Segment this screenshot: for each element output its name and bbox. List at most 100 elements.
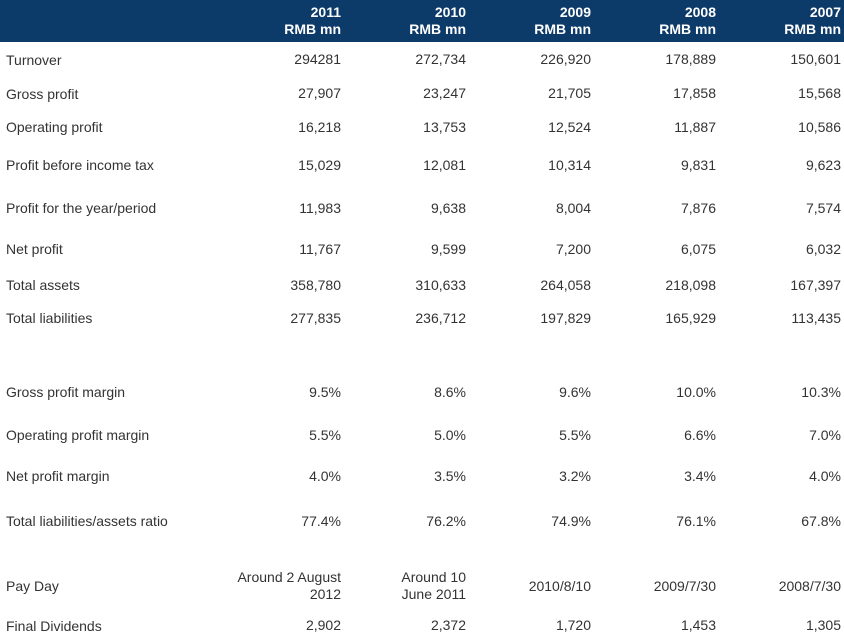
- row-label: Profit for the year/period: [6, 200, 157, 216]
- table-row: Total liabilities 277,835 236,712 197,829 16…: [0, 302, 844, 334]
- cell-value: 15,029: [298, 156, 341, 173]
- cell-value: 165,929: [665, 309, 716, 326]
- cell-value: 76.1%: [676, 512, 716, 529]
- header-label-spacer: [0, 0, 219, 42]
- table-row: Final Dividends 2,902 2,372 1,720 1,453 1,305: [0, 610, 844, 641]
- cell-value: 6.6%: [684, 426, 716, 443]
- row-label: Profit before income tax: [6, 157, 154, 173]
- cell-value: 21,705: [548, 85, 591, 101]
- cell-value: 197,829: [540, 309, 591, 326]
- cell-value: 4.0%: [309, 467, 341, 484]
- row-label: Total assets: [6, 277, 80, 293]
- cell-value: 27,907: [298, 85, 341, 101]
- cell-value: Around 2 August 2012: [237, 569, 341, 602]
- cell-value: 16,218: [298, 118, 341, 135]
- cell-value: 77.4%: [301, 512, 341, 529]
- table-row: Turnover 294281 272,734 226,920 178,889 150,6…: [0, 42, 844, 77]
- table-body: Turnover 294281 272,734 226,920 178,889 150,6…: [0, 42, 844, 641]
- cell-value: 236,712: [415, 309, 466, 326]
- row-label: Net profit: [6, 241, 63, 257]
- row-label: Total liabilities: [6, 310, 93, 326]
- year-label: 2009: [559, 4, 591, 20]
- cell-value: 5.5%: [309, 426, 341, 443]
- row-label: Gross profit margin: [6, 384, 126, 400]
- cell-value: 9,831: [680, 156, 716, 173]
- cell-value: 74.9%: [551, 512, 591, 529]
- cell-value: 5.0%: [434, 426, 466, 443]
- cell-value: 2,372: [430, 617, 466, 633]
- cell-value: 1,720: [555, 617, 591, 633]
- table-row: Gross profit 27,907 23,247 21,705 17,858 15,5…: [0, 77, 844, 110]
- cell-value: 9,638: [430, 199, 466, 216]
- cell-value: 11,767: [299, 240, 341, 257]
- cell-value: 2010/8/10: [528, 577, 591, 594]
- row-label: Final Dividends: [6, 617, 102, 634]
- cell-value: 15,568: [798, 85, 841, 101]
- cell-value: 9.6%: [559, 383, 591, 400]
- cell-value: 264,058: [540, 276, 591, 293]
- column-header-2010: 2010 RMB mn: [344, 0, 469, 42]
- year-label: 2010: [434, 4, 466, 20]
- cell-value: 10.3%: [801, 383, 841, 400]
- cell-value: 7,574: [805, 199, 841, 216]
- cell-value: 17,858: [673, 85, 716, 101]
- cell-value: 358,780: [290, 276, 341, 293]
- cell-value: 10,314: [548, 156, 591, 173]
- cell-value: 3.2%: [559, 467, 591, 484]
- cell-value: 3.5%: [434, 467, 466, 484]
- cell-value: 7,200: [555, 240, 591, 257]
- row-label: Turnover: [6, 51, 62, 68]
- row-label: Total liabilities/assets ratio: [6, 513, 168, 529]
- cell-value: 76.2%: [426, 512, 466, 529]
- table-row: Profit before income tax 15,029 12,081 10,3…: [0, 144, 844, 186]
- unit-label: RMB mn: [784, 21, 841, 37]
- cell-value: 1,305: [805, 617, 841, 633]
- cell-value: 12,081: [423, 156, 466, 173]
- table-row: Pay Day Around 2 August 2012 Around 10 Jun…: [0, 562, 844, 610]
- cell-value: 11,983: [299, 199, 341, 216]
- row-label: Operating profit margin: [6, 427, 150, 443]
- cell-value: 277,835: [290, 309, 341, 326]
- column-header-2011: 2011 RMB mn: [219, 0, 344, 42]
- year-label: 2007: [809, 4, 841, 20]
- table-row: Total assets 358,780 310,633 264,058 218,098…: [0, 268, 844, 302]
- cell-value: 226,920: [540, 51, 591, 67]
- cell-value: 2008/7/30: [778, 577, 841, 594]
- unit-label: RMB mn: [659, 21, 716, 37]
- cell-value: 5.5%: [559, 426, 591, 443]
- cell-value: 9,599: [430, 240, 466, 257]
- section-spacer: [0, 334, 844, 372]
- cell-value: 6,075: [680, 240, 716, 257]
- cell-value: 10.0%: [676, 383, 716, 400]
- cell-value: 67.8%: [801, 512, 841, 529]
- table-row: Profit for the year/period 11,983 9,638 8,0…: [0, 186, 844, 230]
- cell-value: 8,004: [555, 199, 591, 216]
- cell-value: 272,734: [415, 51, 466, 67]
- cell-value: 178,889: [665, 51, 716, 67]
- year-label: 2008: [684, 4, 716, 20]
- section-spacer: [0, 548, 844, 562]
- cell-value: 8.6%: [434, 383, 466, 400]
- table-row: Net profit 11,767 9,599 7,200 6,075 6,032: [0, 230, 844, 268]
- table-row: Total liabilities/assets ratio 77.4% 76.2%…: [0, 494, 844, 548]
- cell-value: 6,032: [805, 240, 841, 257]
- row-label: Operating profit: [6, 119, 103, 135]
- cell-value: 3.4%: [684, 467, 716, 484]
- table-row: Net profit margin 4.0% 3.5% 3.2% 3.4% 4.0%: [0, 458, 844, 494]
- cell-value: 7,876: [680, 199, 716, 216]
- cell-value: 13,753: [423, 118, 466, 135]
- cell-value: 9.5%: [309, 383, 341, 400]
- cell-value: 9,623: [805, 156, 841, 173]
- column-header-2007: 2007 RMB mn: [719, 0, 844, 42]
- column-header-2009: 2009 RMB mn: [469, 0, 594, 42]
- unit-label: RMB mn: [534, 21, 591, 37]
- cell-value: 310,633: [415, 276, 466, 293]
- cell-value: 167,397: [790, 276, 841, 293]
- cell-value: 294281: [294, 51, 341, 67]
- table-row: Operating profit margin 5.5% 5.0% 5.5% 6.6% 7…: [0, 412, 844, 458]
- row-label: Gross profit: [6, 85, 79, 102]
- cell-value: Around 10 June 2011: [401, 569, 466, 602]
- row-label: Pay Day: [6, 578, 59, 594]
- cell-value: 150,601: [790, 51, 841, 67]
